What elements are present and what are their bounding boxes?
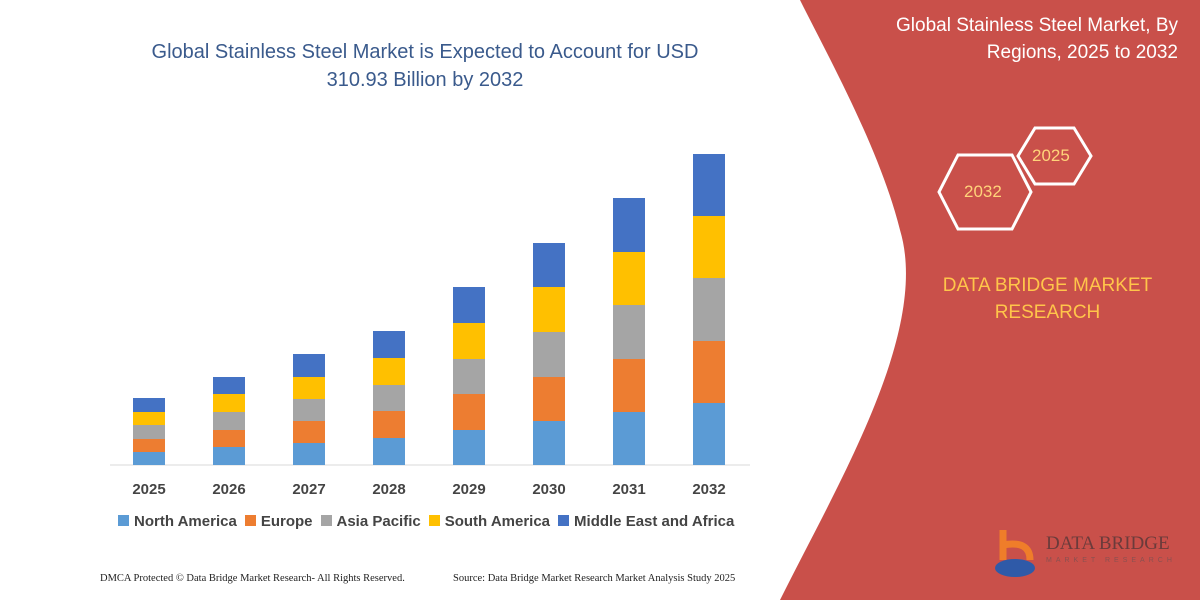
bar-segment — [133, 452, 165, 465]
chart-title: Global Stainless Steel Market is Expecte… — [151, 41, 699, 91]
side-panel — [780, 0, 1200, 600]
bar-segment — [533, 243, 565, 287]
hex-label-2025: 2025 — [1032, 146, 1070, 165]
bar-segment — [533, 332, 565, 377]
x-tick-label: 2031 — [612, 481, 645, 498]
hexagon-2032 — [937, 153, 1033, 231]
x-tick-label: 2032 — [692, 481, 725, 498]
x-tick-label: 2027 — [292, 481, 325, 498]
bar-segment — [373, 385, 405, 411]
bar-segment — [533, 421, 565, 465]
bar-segment — [133, 412, 165, 425]
bar-segment — [693, 403, 725, 465]
bar-segment — [453, 359, 485, 394]
footer-source: Source: Data Bridge Market Research Mark… — [453, 573, 736, 584]
bar-segment — [373, 411, 405, 438]
x-tick-label: 2030 — [532, 481, 565, 498]
bar-segment — [213, 430, 245, 447]
bar-segment — [453, 287, 485, 323]
bars — [133, 154, 725, 465]
footer-copyright: DMCA Protected © Data Bridge Market Rese… — [100, 573, 405, 584]
legend-item: Asia Pacific — [320, 513, 421, 530]
bar-segment — [453, 323, 485, 359]
bar-segment — [373, 438, 405, 465]
bar-segment — [533, 377, 565, 421]
bar-segment — [373, 358, 405, 385]
x-tick-label: 2026 — [212, 481, 245, 498]
bar-segment — [373, 331, 405, 358]
legend-item: North America — [118, 513, 237, 530]
bar-segment — [533, 287, 565, 332]
bar-segment — [213, 447, 245, 465]
hexagon-2025 — [1016, 126, 1093, 186]
bar-segment — [293, 399, 325, 421]
bar-segment — [133, 439, 165, 452]
bar-segment — [133, 425, 165, 439]
legend: North America Europe Asia Pacific South … — [118, 513, 734, 530]
bar-segment — [693, 216, 725, 278]
bar-segment — [693, 154, 725, 216]
bar-segment — [293, 421, 325, 443]
bar-segment — [613, 359, 645, 412]
bar-segment — [453, 430, 485, 465]
logo-sub: MARKET RESEARCH — [1046, 557, 1176, 564]
bar-segment — [213, 412, 245, 430]
bar-segment — [453, 394, 485, 430]
logo-name: DATA BRIDGE — [1046, 533, 1170, 554]
bar-segment — [693, 278, 725, 341]
legend-item: Europe — [244, 513, 313, 530]
bar-segment — [213, 394, 245, 412]
brand-text: DATA BRIDGE MARKET RESEARCH — [942, 275, 1153, 323]
bar-segment — [613, 305, 645, 359]
bar-segment — [293, 354, 325, 377]
side-title: Global Stainless Steel Market, By Region… — [896, 15, 1178, 63]
x-tick-label: 2028 — [372, 481, 405, 498]
bar-segment — [613, 252, 645, 305]
bar-segment — [293, 377, 325, 399]
bar-segment — [693, 341, 725, 403]
bar-segment — [133, 398, 165, 412]
logo-icon — [995, 530, 1035, 577]
hex-label-2032: 2032 — [964, 182, 1002, 201]
bar-segment — [613, 198, 645, 252]
bar-segment — [293, 443, 325, 465]
bar-segment — [213, 377, 245, 394]
bar-segment — [613, 412, 645, 465]
x-tick-label: 2029 — [452, 481, 485, 498]
legend-item: South America — [428, 513, 550, 530]
x-tick-label: 2025 — [132, 481, 165, 498]
legend-item: Middle East and Africa — [558, 513, 734, 530]
x-ticks: 2025 2026 2027 2028 2029 2030 2031 2032 — [132, 481, 725, 498]
